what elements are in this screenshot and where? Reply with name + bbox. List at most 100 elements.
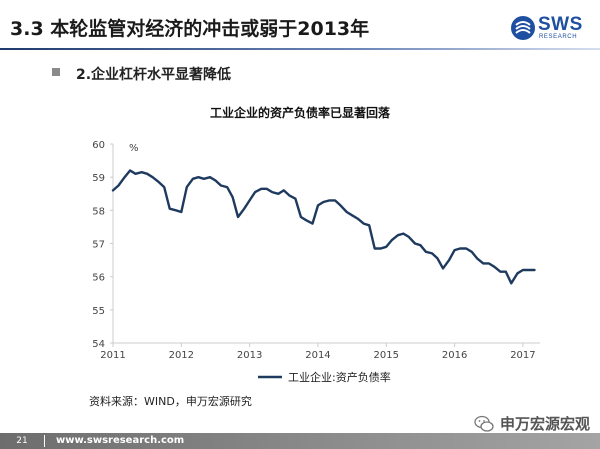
data-point (477, 258, 478, 259)
data-point (255, 191, 256, 192)
watermark-text: 申万宏源宏观 (500, 415, 591, 433)
data-point (442, 268, 443, 269)
data-point (266, 188, 267, 189)
data-point (118, 185, 119, 186)
chart-title: 工业企业的资产负债率已显著回落 (209, 106, 390, 120)
series-line (111, 169, 536, 285)
data-point (198, 177, 199, 178)
data-point (505, 271, 506, 272)
x-tick-label: 2014 (305, 350, 330, 361)
x-tick-label: 2012 (169, 350, 194, 361)
data-point (414, 243, 415, 244)
y-tick-label: 54 (92, 339, 105, 350)
data-point (203, 178, 204, 179)
data-point (209, 177, 210, 178)
logo-subtext: RESEARCH (539, 34, 578, 40)
square-bullet-icon (52, 68, 60, 76)
data-point (181, 211, 182, 212)
data-point (420, 245, 421, 246)
y-unit-label: % (129, 143, 139, 154)
data-point (425, 251, 426, 252)
bullet-text: 2.企业杠杆水平显著降低 (76, 67, 232, 83)
footer-url[interactable]: www.swsresearch.com (56, 435, 185, 446)
data-point (249, 200, 250, 201)
data-point (278, 193, 279, 194)
legend-label: 工业企业:资产负债率 (288, 370, 391, 384)
data-point (220, 185, 221, 186)
data-point (215, 180, 216, 181)
data-point (334, 200, 335, 201)
data-point (152, 177, 153, 178)
y-tick-label: 57 (92, 240, 105, 251)
data-point (306, 220, 307, 221)
slide-title: 3.3 本轮监管对经济的冲击或弱于2013年 (10, 18, 370, 40)
data-point (494, 266, 495, 267)
sws-logo: SWS RESEARCH (510, 13, 590, 43)
data-point (391, 240, 392, 241)
data-point (397, 235, 398, 236)
data-point (408, 236, 409, 237)
source-note: 资料来源：WIND，申万宏源研究 (89, 395, 252, 408)
data-point (403, 233, 404, 234)
data-point (437, 258, 438, 259)
y-tick-label: 55 (92, 306, 105, 317)
data-point (471, 251, 472, 252)
x-tick-label: 2015 (374, 350, 399, 361)
data-point (454, 250, 455, 251)
data-point (112, 190, 113, 191)
data-point (175, 210, 176, 211)
data-point (488, 263, 489, 264)
data-point (459, 248, 460, 249)
data-point (261, 188, 262, 189)
y-tick-label: 56 (92, 273, 105, 284)
data-point (522, 269, 523, 270)
x-tick-label: 2016 (442, 350, 467, 361)
data-point (329, 200, 330, 201)
x-tick-label: 2017 (510, 350, 535, 361)
data-point (169, 208, 170, 209)
data-point (124, 177, 125, 178)
data-point (431, 253, 432, 254)
logo-text: SWS (538, 14, 583, 35)
data-point (141, 172, 142, 173)
title-divider (0, 48, 600, 50)
data-point (511, 283, 512, 284)
data-point (374, 248, 375, 249)
data-point (500, 271, 501, 272)
data-point (340, 205, 341, 206)
data-point (283, 190, 284, 191)
y-tick-label: 58 (92, 206, 105, 217)
x-tick-label: 2011 (100, 350, 125, 361)
data-point (272, 191, 273, 192)
footer-divider (44, 435, 45, 447)
data-point (483, 263, 484, 264)
data-point (352, 215, 353, 216)
data-point (129, 170, 130, 171)
data-point (158, 182, 159, 183)
data-point (386, 246, 387, 247)
data-point (232, 196, 233, 197)
data-point (363, 223, 364, 224)
data-point (449, 259, 450, 260)
data-point (317, 205, 318, 206)
data-point (147, 173, 148, 174)
y-tick-label: 59 (92, 173, 105, 184)
data-point (295, 198, 296, 199)
data-point (466, 248, 467, 249)
data-point (226, 187, 227, 188)
data-point (192, 178, 193, 179)
page-number: 21 (16, 436, 28, 446)
data-point (237, 216, 238, 217)
data-point (357, 218, 358, 219)
data-point (186, 187, 187, 188)
data-point (300, 216, 301, 217)
data-point (346, 211, 347, 212)
data-point (312, 223, 313, 224)
data-point (528, 269, 529, 270)
y-tick-label: 60 (92, 140, 105, 151)
wechat-icon (474, 415, 494, 432)
data-point (323, 201, 324, 202)
footer-bar: 21 www.swsresearch.com (0, 433, 600, 449)
data-point (289, 195, 290, 196)
